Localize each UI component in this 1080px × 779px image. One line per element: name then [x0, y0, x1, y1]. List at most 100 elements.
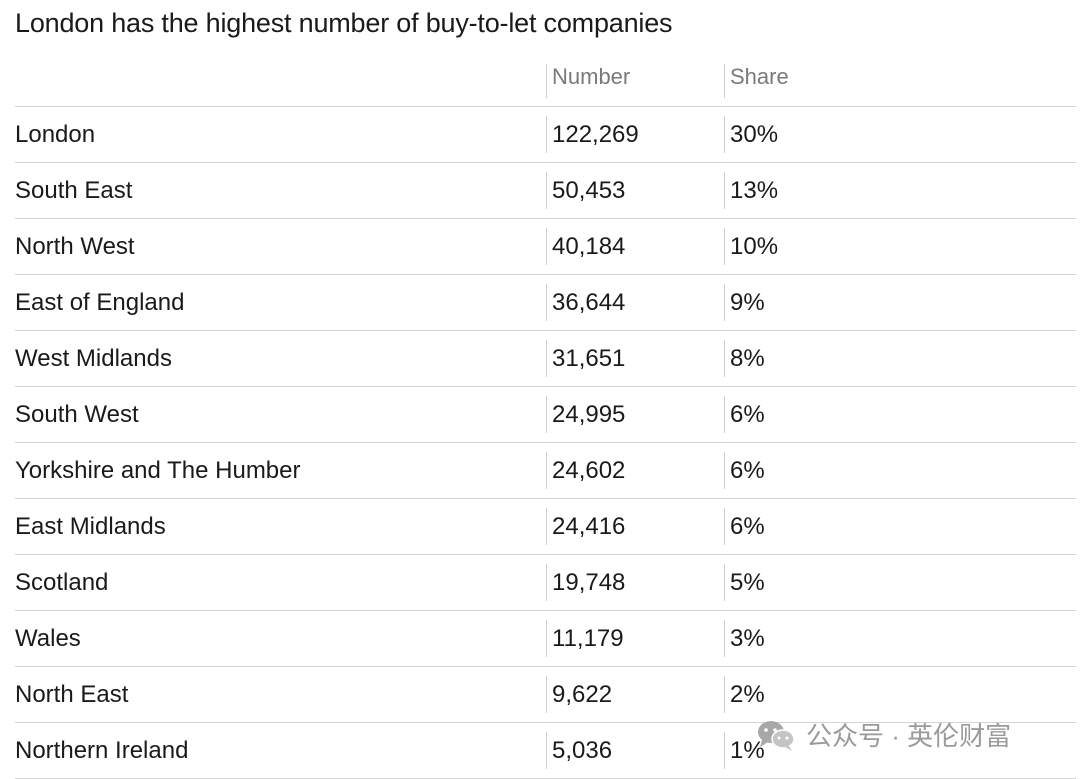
cell-number-value: 24,602 — [552, 456, 626, 484]
cell-share: 1% — [724, 723, 765, 778]
table-row: Scotland 19,748 5% — [15, 555, 1076, 611]
cell-share-value: 6% — [730, 400, 765, 428]
cell-share-value: 8% — [730, 344, 765, 372]
chart-title: London has the highest number of buy-to-… — [15, 8, 673, 38]
cell-region: London — [15, 120, 96, 148]
column-divider — [546, 620, 547, 657]
column-divider — [724, 508, 725, 545]
cell-number: 36,644 — [546, 275, 625, 330]
cell-share-value: 6% — [730, 512, 765, 540]
table-row: West Midlands 31,651 8% — [15, 331, 1076, 387]
cell-number-value: 40,184 — [552, 232, 626, 260]
table-row: East of England 36,644 9% — [15, 275, 1076, 331]
cell-number: 31,651 — [546, 331, 625, 386]
cell-region: South East — [15, 176, 133, 204]
cell-number-value: 122,269 — [552, 120, 639, 148]
column-divider — [724, 64, 725, 98]
cell-region: Northern Ireland — [15, 736, 189, 764]
cell-share-value: 5% — [730, 568, 765, 596]
column-divider — [546, 396, 547, 433]
table-row: Yorkshire and The Humber 24,602 6% — [15, 443, 1076, 499]
cell-share: 13% — [724, 163, 778, 218]
column-divider — [724, 396, 725, 433]
cell-share: 3% — [724, 611, 765, 666]
column-divider — [724, 228, 725, 265]
header-number: Number — [546, 52, 630, 118]
cell-number: 50,453 — [546, 163, 625, 218]
cell-number-value: 36,644 — [552, 288, 626, 316]
cell-region: Yorkshire and The Humber — [15, 456, 301, 484]
column-divider — [724, 676, 725, 713]
cell-share-value: 9% — [730, 288, 765, 316]
column-divider — [724, 732, 725, 769]
table-row: South West 24,995 6% — [15, 387, 1076, 443]
column-divider — [724, 452, 725, 489]
data-table: Number Share London 122,269 30% South East 5… — [15, 52, 1076, 779]
cell-share-value: 10% — [730, 232, 779, 260]
cell-number: 24,995 — [546, 387, 625, 442]
cell-share-value: 1% — [730, 736, 765, 764]
cell-number: 24,602 — [546, 443, 625, 498]
cell-number-value: 9,622 — [552, 680, 613, 708]
column-divider — [724, 172, 725, 209]
cell-share-value: 2% — [730, 680, 765, 708]
cell-share: 6% — [724, 387, 765, 442]
table-row: North West 40,184 10% — [15, 219, 1076, 275]
column-divider — [546, 564, 547, 601]
cell-share: 8% — [724, 331, 765, 386]
header-share-label: Share — [730, 64, 789, 89]
table-row: London 122,269 30% — [15, 107, 1076, 163]
column-divider — [724, 564, 725, 601]
cell-number: 9,622 — [546, 667, 612, 722]
cell-region: Scotland — [15, 568, 109, 596]
column-divider — [724, 284, 725, 321]
cell-number-value: 24,995 — [552, 400, 626, 428]
cell-number: 24,416 — [546, 499, 625, 554]
cell-region: East of England — [15, 288, 185, 316]
column-divider — [546, 340, 547, 377]
table-body: London 122,269 30% South East 50,453 13% North… — [15, 107, 1076, 779]
cell-share: 5% — [724, 555, 765, 610]
wechat-icon — [756, 718, 796, 752]
cell-region: South West — [15, 400, 139, 428]
cell-share: 30% — [724, 107, 778, 162]
column-divider — [724, 620, 725, 657]
cell-region: Wales — [15, 624, 81, 652]
header-share: Share — [724, 52, 789, 118]
column-divider — [546, 676, 547, 713]
column-divider — [546, 172, 547, 209]
cell-share-value: 3% — [730, 624, 765, 652]
cell-share-value: 13% — [730, 176, 779, 204]
watermark-text: 公众号 · 英伦财富 — [806, 721, 1012, 751]
cell-number: 40,184 — [546, 219, 625, 274]
table-row: South East 50,453 13% — [15, 163, 1076, 219]
cell-number-value: 50,453 — [552, 176, 626, 204]
table-header-row: Number Share — [15, 52, 1076, 107]
cell-number-value: 19,748 — [552, 568, 626, 596]
cell-share: 2% — [724, 667, 765, 722]
cell-number-value: 5,036 — [552, 736, 613, 764]
table-row: Wales 11,179 3% — [15, 611, 1076, 667]
column-divider — [546, 64, 547, 98]
column-divider — [546, 452, 547, 489]
cell-region: North East — [15, 680, 129, 708]
cell-share-value: 6% — [730, 456, 765, 484]
watermark: 公众号 · 英伦财富 — [756, 716, 1011, 753]
column-divider — [546, 732, 547, 769]
cell-share: 6% — [724, 443, 765, 498]
cell-number-value: 11,179 — [552, 624, 624, 652]
cell-share: 10% — [724, 219, 778, 274]
cell-number-value: 31,651 — [552, 344, 626, 372]
column-divider — [724, 340, 725, 377]
cell-number-value: 24,416 — [552, 512, 626, 540]
header-number-label: Number — [552, 64, 631, 89]
table-row: North East 9,622 2% — [15, 667, 1076, 723]
cell-region: North West — [15, 232, 135, 260]
cell-share: 9% — [724, 275, 765, 330]
cell-number: 5,036 — [546, 723, 612, 778]
table-row: Northern Ireland 5,036 1% — [15, 723, 1076, 779]
cell-number: 11,179 — [546, 611, 624, 666]
column-divider — [546, 228, 547, 265]
column-divider — [724, 116, 725, 153]
cell-region: West Midlands — [15, 344, 172, 372]
